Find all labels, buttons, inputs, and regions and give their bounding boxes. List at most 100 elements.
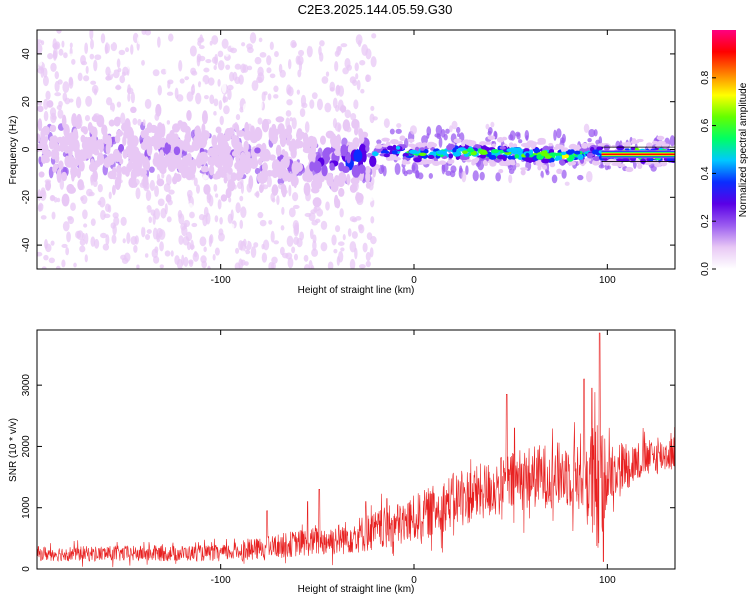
spectrogram-ridge-blob: [223, 175, 228, 184]
spectrogram-speckle: [297, 69, 302, 78]
spectrogram-speckle: [212, 206, 216, 212]
spectrogram-ridge-blob: [292, 145, 297, 153]
spectrogram-speckle: [145, 190, 152, 202]
spectrogram-speckle: [214, 53, 219, 66]
spectrogram-ridge-blob: [321, 164, 328, 177]
spectrogram-ridge-blob: [479, 141, 487, 146]
spectrogram-ridge-blob: [310, 144, 317, 155]
spectrogram-ridge-blob: [130, 106, 137, 114]
spectrogram-ridge-blob: [402, 152, 409, 157]
spectrogram-ridge-blob: [338, 187, 345, 197]
spectrogram-ridge-blob: [231, 150, 238, 157]
spectrogram-speckle: [139, 49, 144, 61]
spectrogram-speckle: [280, 225, 285, 231]
spectrogram-speckle: [224, 51, 229, 57]
spectrogram-speckle: [564, 181, 570, 186]
spectrogram-speckle: [266, 176, 272, 188]
spectrogram-speckle: [122, 238, 126, 244]
spectrogram-ridge-blob: [61, 193, 70, 207]
spectrogram-speckle: [325, 71, 330, 77]
spectrogram-speckle: [41, 266, 47, 269]
snr-x-tick-label: 0: [411, 575, 417, 586]
spectrogram-speckle: [240, 240, 247, 252]
spectrogram-speckle: [165, 64, 172, 76]
spectrogram-ridge-blob: [427, 141, 435, 146]
spectrogram-ridge-blob: [394, 157, 402, 161]
spectrogram-ridge-blob: [250, 125, 255, 135]
spectrogram-ridge-blob: [213, 154, 221, 167]
spectrogram-ridge-blob: [630, 146, 636, 151]
spectrogram-ridge-blob: [515, 162, 520, 168]
spectrogram-speckle: [75, 96, 82, 109]
spectrogram-ridge-blob: [541, 138, 546, 145]
spectrogram-speckle: [45, 243, 52, 253]
spectrogram-speckle: [229, 223, 235, 230]
spectrogram-speckle: [370, 216, 375, 224]
spectrogram-speckle: [332, 97, 338, 109]
spectrogram-ridge-blob: [512, 143, 518, 149]
spectrogram-speckle: [358, 264, 366, 269]
spectrogram-speckle: [357, 249, 364, 257]
spectrogram-speckle: [254, 56, 262, 65]
spectrogram-ridge-blob: [184, 154, 190, 165]
spectrogram-speckle: [239, 106, 244, 113]
spectrogram-ridge-blob: [191, 138, 201, 151]
spectrogram-ridge-blob: [157, 157, 165, 166]
spectrogram-speckle: [403, 170, 408, 177]
spectrogram-speckle: [147, 41, 152, 51]
spectrogram-speckle: [217, 60, 225, 71]
spectrogram-ridge-blob: [225, 154, 234, 169]
spectrogram-speckle: [283, 218, 288, 228]
spectrogram-ridge-blob: [311, 186, 320, 194]
spectrogram-speckle: [288, 184, 292, 197]
spectrogram-ridge-blob: [261, 162, 268, 173]
spectrogram-speckle: [209, 94, 215, 105]
spectrogram-ridge-blob: [594, 161, 601, 166]
spectrogram-ridge-blob: [333, 194, 339, 208]
spectrogram-speckle: [160, 68, 167, 75]
spectrogram-ridge-blob: [427, 154, 435, 159]
spectrogram-speckle: [217, 78, 221, 87]
spectrogram-ridge-blob: [239, 167, 244, 179]
colorbar-tick-label: 0.6: [700, 118, 711, 132]
spectrogram-speckle: [61, 243, 68, 249]
spectrogram-speckle: [154, 185, 159, 197]
spectrogram-speckle: [189, 45, 197, 57]
spectrogram-speckle: [232, 71, 238, 81]
chart-title: C2E3.2025.144.05.59.G30: [297, 2, 453, 17]
spectrogram-speckle: [133, 245, 138, 253]
spectrogram-speckle: [213, 65, 217, 71]
spectrogram-ridge-blob: [566, 157, 574, 162]
spectrogram-speckle: [376, 139, 382, 145]
spectrogram-speckle: [335, 273, 342, 280]
spectrogram-speckle: [316, 98, 323, 111]
spectrogram-ridge-blob: [50, 149, 56, 160]
spectrogram-speckle: [38, 156, 42, 165]
spectrogram-ridge-blob: [496, 137, 505, 143]
spectrogram-speckle: [161, 172, 165, 179]
spectrogram-ridge-blob: [113, 116, 121, 127]
spectrogram-speckle: [240, 178, 244, 186]
spectrogram-speckle: [100, 210, 106, 221]
spectrogram-speckle: [218, 232, 225, 242]
spectrogram-speckle: [189, 211, 195, 219]
spectrogram-speckle: [257, 66, 264, 77]
snr-series-line: [36, 332, 676, 568]
spectrogram-ridge-blob: [312, 197, 322, 208]
spectrogram-speckle: [79, 238, 86, 246]
spectrogram-speckle: [338, 250, 344, 263]
spectrogram-speckle: [71, 88, 77, 99]
spectrogram-ridge-blob: [348, 141, 354, 152]
spectrogram-speckle: [335, 84, 341, 95]
spectrogram-speckle: [203, 206, 209, 218]
spectrogram-speckle: [357, 40, 362, 48]
spectrogram-speckle: [214, 247, 220, 256]
spectrogram-ridge-blob: [108, 119, 115, 127]
spectrogram-speckle: [80, 54, 86, 65]
spectrogram-speckle: [103, 106, 108, 118]
spectrogram-speckle: [69, 42, 73, 49]
spectrogram-ridge-blob: [208, 164, 215, 176]
spectrogram-speckle: [309, 228, 314, 240]
spectrogram-speckle: [283, 196, 290, 206]
spectrogram-speckle: [362, 242, 368, 253]
